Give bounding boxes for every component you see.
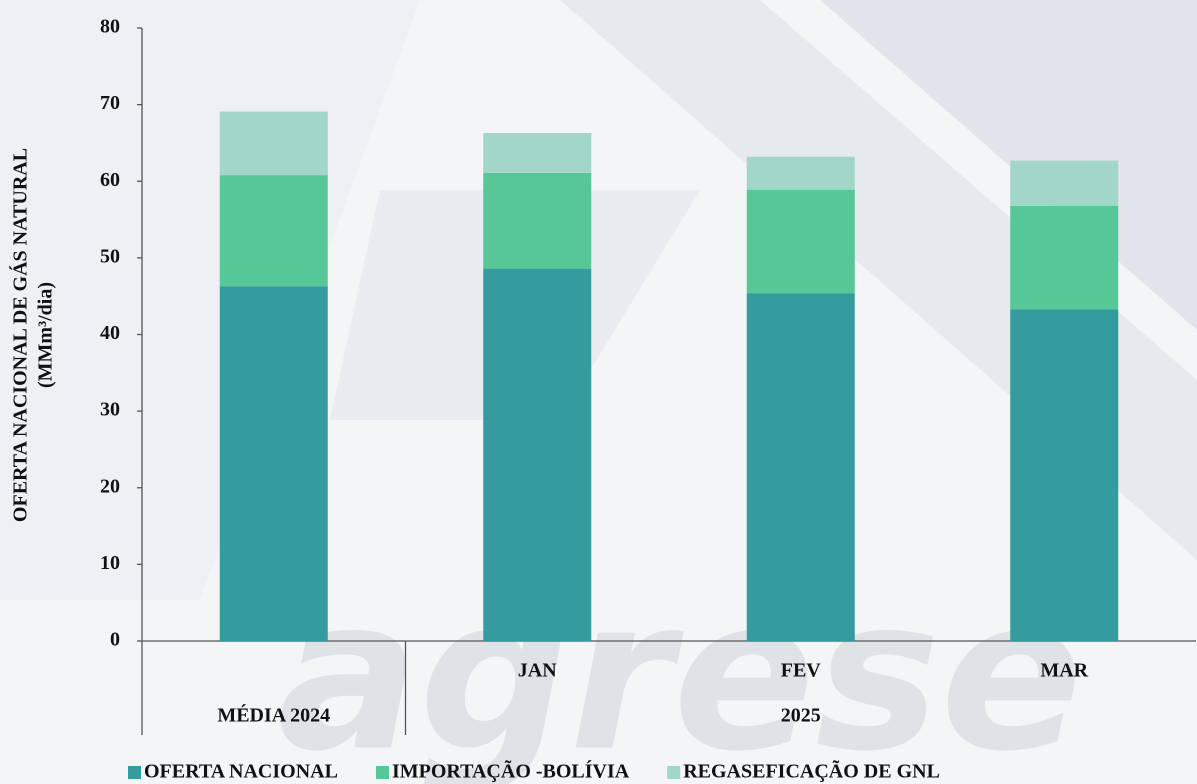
bar-segment <box>747 293 855 641</box>
y-tick-label: 40 <box>100 322 120 344</box>
legend-label: IMPORTAÇÃO -BOLÍVIA <box>392 760 630 783</box>
y-tick-label: 20 <box>100 475 120 497</box>
y-tick-label: 60 <box>100 169 120 191</box>
legend-swatch <box>667 766 680 779</box>
bar-segment <box>220 286 328 641</box>
bar-segment <box>483 133 591 173</box>
y-tick-label: 50 <box>100 245 120 267</box>
y-tick-label: 80 <box>100 16 120 38</box>
y-axis-title-line: (MMm³/dia) <box>35 282 57 388</box>
bar-segment <box>1010 309 1118 641</box>
y-axis-title-line: OFERTA NACIONAL DE GÁS NATURAL <box>9 148 32 522</box>
x-tick-label: MAR <box>1040 660 1088 682</box>
y-tick-label: 10 <box>100 552 120 574</box>
bar-segment <box>483 173 591 269</box>
chart: agrese OFERTA NACIONAL DE GÁS NATURAL (M… <box>0 0 1197 784</box>
bar-segment <box>1010 206 1118 309</box>
bar-segment <box>483 269 591 641</box>
legend-swatch <box>128 766 141 779</box>
legend-label: OFERTA NACIONAL <box>144 761 338 783</box>
bar-segment <box>747 157 855 190</box>
y-tick-label: 70 <box>100 92 120 114</box>
x-group-label: 2025 <box>781 705 821 727</box>
x-tick-label: MÉDIA 2024 <box>217 704 330 727</box>
bar-segment <box>747 190 855 293</box>
x-tick-label: JAN <box>518 660 557 682</box>
y-tick-label: 30 <box>100 399 120 421</box>
bar-segment <box>220 112 328 176</box>
bar-segment <box>1010 161 1118 206</box>
legend-label: REGASEFICAÇÃO DE GNL <box>683 760 940 783</box>
legend-swatch <box>376 766 389 779</box>
watermark: agrese <box>277 553 1082 784</box>
bar-segment <box>220 175 328 286</box>
x-tick-label: FEV <box>781 660 822 682</box>
y-tick-label: 0 <box>110 629 120 651</box>
